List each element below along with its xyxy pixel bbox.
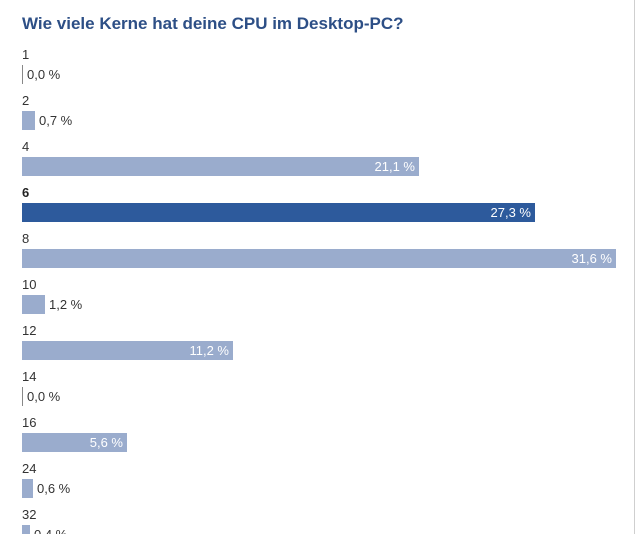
- bar-12: [22, 341, 233, 360]
- value-label-6: 27,3 %: [490, 205, 531, 220]
- value-label-10: 1,2 %: [49, 297, 83, 312]
- value-label-24: 0,6 %: [37, 481, 71, 496]
- category-label-12: 12: [22, 323, 37, 338]
- bar-32: [22, 525, 30, 534]
- value-label-8: 31,6 %: [571, 251, 612, 266]
- value-label-16: 5,6 %: [89, 435, 123, 450]
- bar-16: [22, 433, 127, 452]
- value-label-32: 0,4 %: [34, 525, 67, 534]
- category-label-24: 24: [22, 461, 37, 476]
- value-label-2: 0,7 %: [39, 113, 73, 128]
- value-label-4: 21,1 %: [374, 159, 415, 174]
- category-label-6: 6: [22, 185, 30, 200]
- value-label-14: 0,0 %: [27, 389, 61, 404]
- bar-14: [22, 387, 23, 406]
- bar-24: [22, 479, 33, 498]
- bar-6: [22, 203, 535, 222]
- bar-10: [22, 295, 45, 314]
- chart-title: Wie viele Kerne hat deine CPU im Desktop…: [22, 14, 404, 33]
- value-label-1: 0,0 %: [27, 67, 61, 82]
- bar-8: [22, 249, 616, 268]
- bar-1: [22, 65, 23, 84]
- bar-2: [22, 111, 35, 130]
- value-label-12: 11,2 %: [189, 343, 229, 358]
- category-label-1: 1: [22, 47, 30, 62]
- category-label-14: 14: [22, 369, 37, 384]
- category-label-16: 16: [22, 415, 37, 430]
- category-label-4: 4: [22, 139, 30, 154]
- category-label-2: 2: [22, 93, 30, 108]
- category-label-10: 10: [22, 277, 37, 292]
- bar-4: [22, 157, 419, 176]
- category-label-32: 32: [22, 507, 37, 522]
- category-label-8: 8: [22, 231, 30, 246]
